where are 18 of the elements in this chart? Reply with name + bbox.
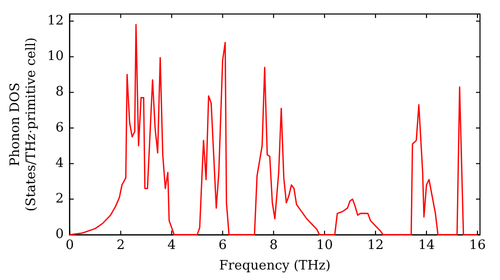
x-tick-label: 14 [418,238,435,253]
x-tick-label: 2 [116,238,125,253]
x-axis-title: Frequency (THz) [219,258,331,274]
y-axis-title: Phonon DOS (States/THz·primitive cell) [8,37,39,212]
x-tick-label: 0 [66,238,74,253]
x-tick-label: 16 [469,238,486,253]
x-tick-label: 4 [168,238,176,253]
y-tick-label: 4 [55,156,64,171]
y-tick-label: 8 [55,84,64,100]
y-tick-label: 0 [55,227,64,242]
x-tick-label: 8 [269,238,278,253]
x-tick-label: 10 [316,238,333,253]
y-tick-label: 2 [55,192,64,207]
x-tick-label: 6 [218,238,227,253]
y-tick-label: 6 [55,120,64,136]
y-tick-label: 10 [47,49,64,64]
x-tick-label: 12 [367,238,384,253]
y-tick-label: 12 [47,14,64,28]
